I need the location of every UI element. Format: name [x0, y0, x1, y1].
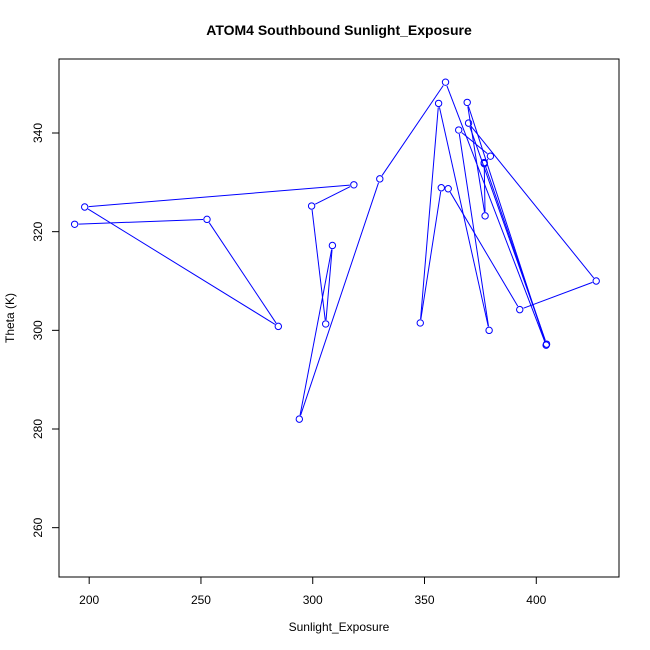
- data-point-17: [592, 277, 600, 285]
- data-point-16: [464, 119, 473, 127]
- data-point-15: [542, 340, 551, 348]
- series-segment-12: [467, 106, 485, 213]
- data-point-20: [437, 184, 445, 192]
- series-segment-4: [314, 186, 351, 205]
- chart-title: ATOM4 Southbound Sunlight_Exposure: [206, 22, 472, 38]
- data-point-25: [486, 152, 495, 160]
- x-tick-label-2: 300: [303, 593, 323, 607]
- series-segment-5: [311, 209, 326, 321]
- x-tick-label-3: 350: [414, 593, 434, 607]
- data-point-2: [274, 322, 283, 331]
- data-point-12: [463, 98, 471, 107]
- y-tick-label-2: 300: [31, 320, 45, 340]
- data-point-5: [307, 202, 316, 210]
- plot-area: [70, 78, 600, 423]
- series-segment-22: [438, 107, 489, 327]
- series-segment-18: [449, 191, 519, 307]
- data-point-24: [455, 126, 463, 134]
- y-tick-label-3: 320: [31, 221, 45, 241]
- series-segment-23: [458, 133, 490, 327]
- series-segment-9: [381, 85, 444, 176]
- data-point-3: [81, 203, 89, 211]
- data-point-10: [441, 78, 450, 86]
- data-point-19: [444, 185, 452, 193]
- series-segment-1: [208, 222, 277, 324]
- x-tick-label-0: 200: [79, 593, 99, 607]
- x-axis-label: Sunlight_Exposure: [289, 620, 390, 634]
- series-segment-13: [483, 166, 486, 212]
- series-segment-8: [300, 182, 380, 416]
- data-point-22: [434, 99, 443, 108]
- data-point-7: [328, 241, 337, 250]
- data-point-4: [350, 181, 358, 189]
- data-point-8: [295, 415, 304, 423]
- series-segment-21: [420, 107, 439, 319]
- y-tick-label-0: 260: [31, 517, 45, 537]
- x-tick-label-4: 400: [526, 593, 546, 607]
- y-axis-label: Theta (K): [3, 293, 17, 343]
- series-segment-24: [461, 132, 488, 155]
- y-tick-label-1: 280: [31, 419, 45, 439]
- series-segment-0: [78, 218, 204, 225]
- plot-frame: [58, 58, 620, 578]
- series-segment-2: [87, 208, 276, 325]
- data-point-18: [516, 305, 524, 314]
- data-point-13: [481, 212, 489, 220]
- series-segment-20: [420, 191, 442, 320]
- series-segment-17: [523, 281, 593, 309]
- series-segment-16: [470, 125, 595, 279]
- data-point-9: [376, 175, 384, 183]
- data-point-21: [416, 319, 424, 327]
- y-tick-label-4: 340: [31, 123, 45, 143]
- data-point-0: [70, 220, 79, 228]
- series-segment-3: [88, 184, 350, 208]
- series-segment-10: [446, 85, 546, 342]
- data-point-1: [203, 215, 211, 224]
- y-axis: 260 280 300 320 340: [31, 123, 59, 538]
- series-segment-7: [299, 249, 333, 416]
- data-point-6: [321, 320, 330, 328]
- data-point-23: [485, 326, 493, 335]
- x-tick-label-1: 250: [191, 593, 211, 607]
- series-segment-6: [325, 249, 333, 320]
- x-axis: 200 250 300 350 400: [79, 577, 547, 607]
- data-point-26: [480, 159, 488, 168]
